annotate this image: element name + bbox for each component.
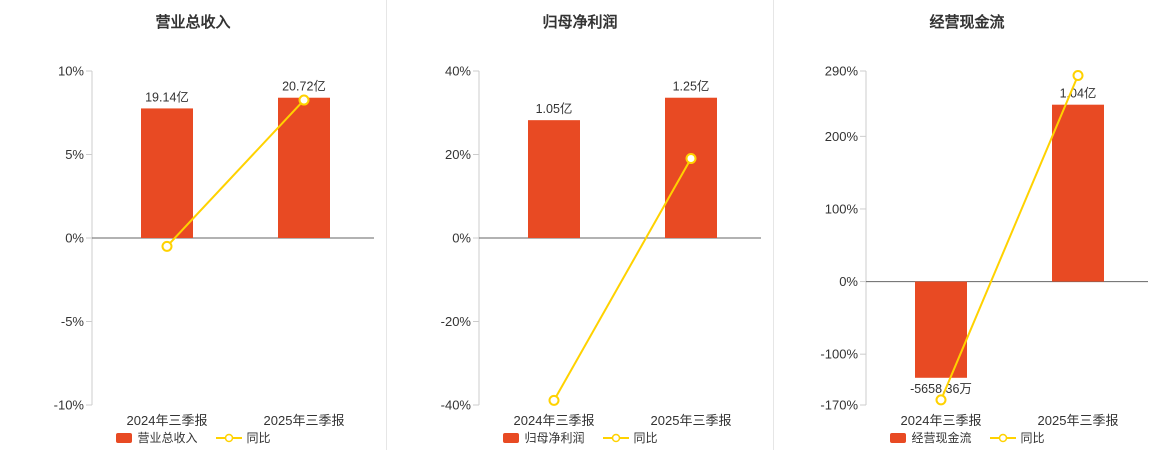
yoy-marker[interactable] <box>161 240 173 252</box>
legend-item-line[interactable]: 同比 <box>989 429 1045 446</box>
legend-line-label: 同比 <box>1020 431 1045 445</box>
y-tick-label: 0% <box>839 274 858 289</box>
yoy-marker[interactable] <box>298 94 310 106</box>
y-tick-label: 10% <box>58 64 84 79</box>
y-tick-label: -5% <box>61 314 85 329</box>
x-axis-labels: 2024年三季报 2025年三季报 <box>387 410 773 428</box>
bar-swatch-icon <box>116 432 133 443</box>
legend-item-line[interactable]: 同比 <box>215 429 271 446</box>
bar[interactable] <box>915 281 967 378</box>
bar-value-label: -5658.36万 <box>910 382 972 396</box>
legend-item-bar[interactable]: 营业总收入 <box>116 429 198 446</box>
bar[interactable] <box>278 97 330 238</box>
y-tick-label: 5% <box>65 147 84 162</box>
legend-item-bar[interactable]: 归母净利润 <box>503 429 585 446</box>
line-swatch-icon <box>989 433 1016 442</box>
yoy-line <box>940 75 1079 401</box>
yoy-line <box>553 157 692 401</box>
bar-value-label: 1.04亿 <box>1060 86 1097 101</box>
legend-line-label: 同比 <box>246 431 271 445</box>
y-tick-label: -20% <box>441 314 472 329</box>
x-axis-labels: 2024年三季报 2025年三季报 <box>774 410 1160 428</box>
x-axis-label: 2024年三季报 <box>900 413 982 428</box>
chart-panel-operating-cash-flow: 经营现金流 290% 200% 100% 0% -100% -170% -5658.36万 1… <box>773 0 1160 450</box>
bar[interactable] <box>528 120 580 238</box>
chart-legend: 归母净利润 同比 <box>387 429 773 446</box>
yoy-marker[interactable] <box>548 394 560 406</box>
chart-plot: 10% 5% 0% -5% -10% 19.14亿 20.72亿 <box>54 64 374 413</box>
x-axis-labels: 2024年三季报 2025年三季报 <box>0 410 386 428</box>
legend-line-label: 同比 <box>633 431 658 445</box>
bar-value-label: 1.05亿 <box>536 101 573 116</box>
chart-plot: 290% 200% 100% 0% -100% -170% -5658.36万 1.04亿 <box>820 64 1148 413</box>
yoy-marker[interactable] <box>1072 70 1084 82</box>
bar[interactable] <box>665 97 717 238</box>
x-axis-label: 2025年三季报 <box>1037 413 1119 428</box>
y-tick-label: 200% <box>825 129 859 144</box>
yoy-marker[interactable] <box>935 394 947 406</box>
chart-plot: 40% 20% 0% -20% -40% 1.05亿 1.25亿 <box>441 64 761 413</box>
y-tick-label: 290% <box>825 64 859 79</box>
bar-value-label: 19.14亿 <box>145 89 189 104</box>
y-tick-label: -40% <box>441 398 472 413</box>
y-tick-label: -170% <box>820 398 858 413</box>
line-swatch-icon <box>215 433 242 442</box>
bar-value-label: 1.25亿 <box>673 79 710 94</box>
bar-swatch-icon <box>503 432 520 443</box>
legend-bar-label: 归母净利润 <box>524 431 585 445</box>
bar-value-label: 20.72亿 <box>282 79 326 94</box>
yoy-marker[interactable] <box>685 152 697 164</box>
bar-swatch-icon <box>890 432 907 443</box>
chart-title: 经营现金流 <box>929 14 1005 31</box>
y-tick-label: 20% <box>445 147 471 162</box>
legend-item-bar[interactable]: 经营现金流 <box>890 429 972 446</box>
chart-panel-total-revenue: 营业总收入 10% 5% 0% -5% -10% 19.14亿 20.72亿 2024年三季… <box>0 0 386 450</box>
x-axis-label: 2024年三季报 <box>513 413 595 428</box>
y-tick-label: 0% <box>65 231 84 246</box>
y-tick-label: -10% <box>54 398 85 413</box>
legend-item-line[interactable]: 同比 <box>602 429 658 446</box>
line-swatch-icon <box>602 433 629 442</box>
y-tick-label: 40% <box>445 64 471 79</box>
chart-title: 营业总收入 <box>155 14 231 31</box>
x-axis-label: 2024年三季报 <box>126 413 208 428</box>
bar[interactable] <box>1052 104 1104 282</box>
legend-bar-label: 营业总收入 <box>137 431 198 445</box>
y-tick-label: 0% <box>452 231 471 246</box>
chart-legend: 营业总收入 同比 <box>0 429 386 446</box>
x-axis-label: 2025年三季报 <box>650 413 732 428</box>
y-tick-label: -100% <box>820 347 858 362</box>
y-tick-label: 100% <box>825 201 859 216</box>
x-axis-label: 2025年三季报 <box>263 413 345 428</box>
chart-title: 归母净利润 <box>542 14 618 31</box>
chart-legend: 经营现金流 同比 <box>774 429 1160 446</box>
legend-bar-label: 经营现金流 <box>911 431 972 445</box>
bar[interactable] <box>141 108 193 239</box>
yoy-line <box>166 99 305 248</box>
chart-panel-net-profit: 归母净利润 40% 20% 0% -20% -40% 1.05亿 1.25亿 2024年三季… <box>386 0 773 450</box>
